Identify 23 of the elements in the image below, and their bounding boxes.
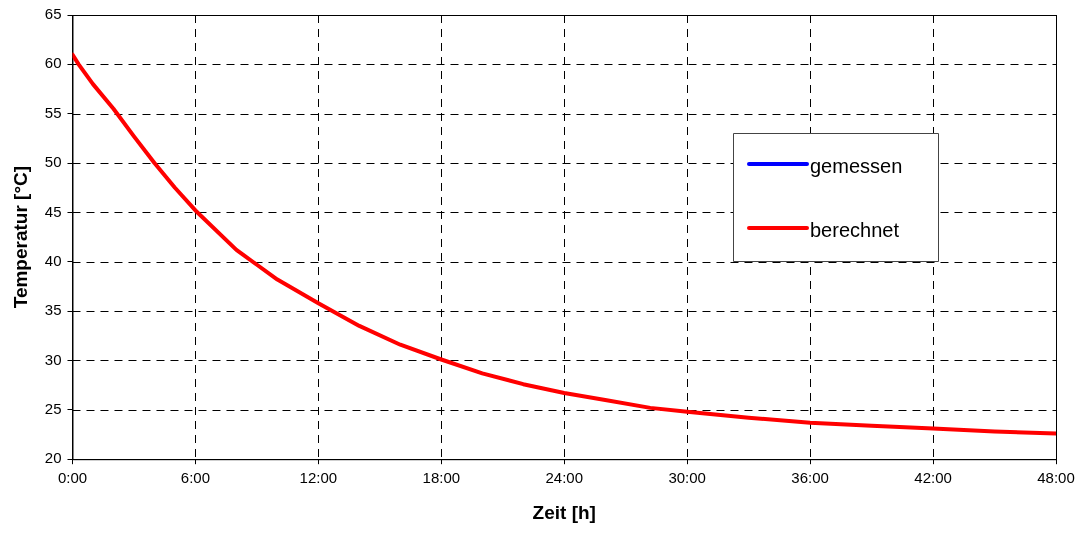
x-tick-label: 36:00 — [791, 469, 829, 487]
x-axis-title: Zeit [h] — [532, 501, 596, 523]
legend-label: berechnet — [810, 218, 900, 241]
x-tick-label: 48:00 — [1037, 469, 1075, 487]
y-tick-label: 60 — [44, 54, 62, 72]
x-tick-label: 12:00 — [299, 469, 338, 487]
y-tick-label: 45 — [44, 202, 62, 220]
y-tick-label: 65 — [44, 5, 62, 23]
x-tick-label: 6:00 — [180, 469, 211, 487]
y-tick-label: 40 — [44, 251, 62, 269]
y-axis-title: Temperatur [°C] — [9, 165, 31, 309]
y-tick-label: 50 — [44, 153, 62, 171]
x-tick-label: 24:00 — [545, 469, 584, 487]
y-tick-label: 35 — [44, 301, 62, 319]
x-tick-label: 18:00 — [422, 469, 461, 487]
x-tick-label: 0:00 — [57, 469, 88, 487]
y-tick-label: 25 — [44, 399, 62, 417]
x-tick-label: 30:00 — [668, 469, 706, 487]
x-tick-label: 42:00 — [914, 469, 952, 487]
y-tick-label: 30 — [44, 350, 62, 368]
y-tick-label: 20 — [44, 449, 62, 467]
legend-label: gemessen — [810, 154, 903, 177]
y-tick-label: 55 — [44, 103, 62, 121]
